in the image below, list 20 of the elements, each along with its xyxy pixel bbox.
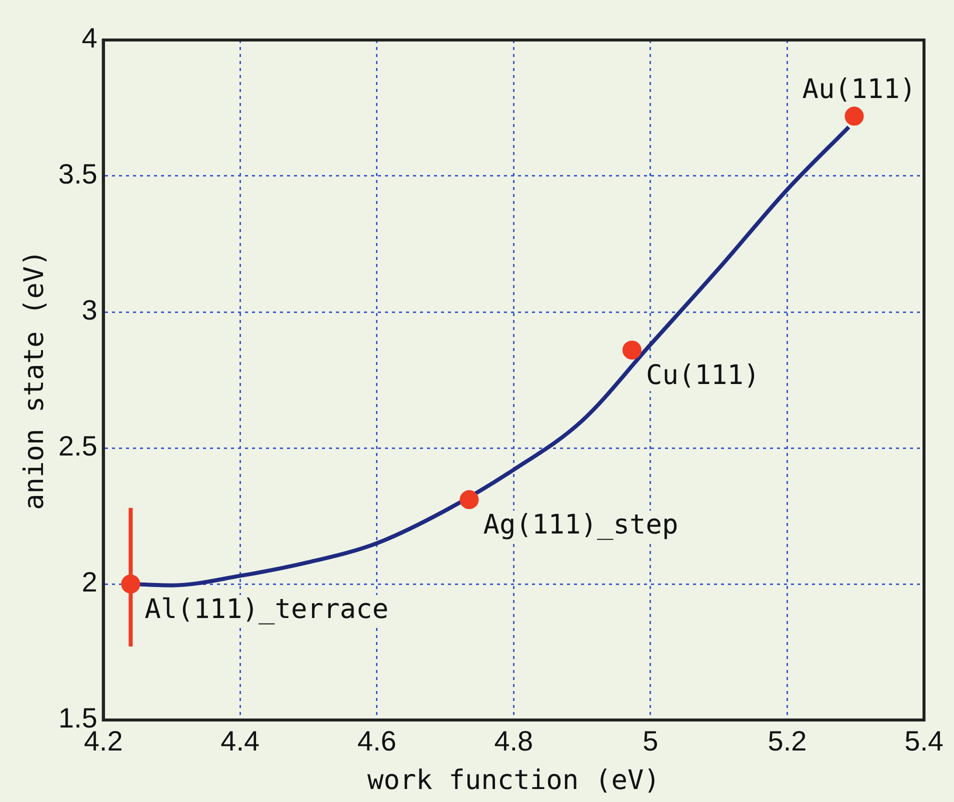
- y-tick-label: 3: [82, 294, 98, 326]
- y-tick-label: 3.5: [58, 158, 98, 190]
- x-tick-label: 4.6: [357, 726, 396, 757]
- x-tick-label: 4.4: [220, 726, 260, 757]
- annotation: Cu(111): [646, 360, 760, 392]
- point: [460, 490, 479, 510]
- annotation: Ag(111)_step: [483, 510, 678, 541]
- x-tick-label: 5.2: [768, 726, 807, 757]
- y-axis-title: anion state (eV): [19, 250, 50, 510]
- y-tick-label: 4: [82, 22, 98, 54]
- x-tick-label: 5: [642, 726, 658, 757]
- y-tick-label: 2.5: [58, 430, 98, 462]
- point: [622, 340, 642, 360]
- x-tick-label: 5.4: [904, 726, 944, 757]
- x-tick-label: 4.8: [494, 726, 534, 757]
- point: [844, 106, 864, 126]
- annotation: Au(111): [802, 74, 916, 106]
- x-axis-title: work function (eV): [367, 764, 660, 796]
- annotation: Al(111)_terrace: [144, 594, 389, 625]
- y-tick-label: 2: [82, 566, 98, 598]
